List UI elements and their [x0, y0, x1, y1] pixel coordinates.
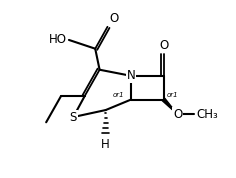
Text: CH₃: CH₃	[196, 108, 218, 121]
Text: H: H	[101, 138, 110, 151]
Text: N: N	[127, 69, 135, 82]
Text: or1: or1	[167, 92, 178, 98]
Text: or1: or1	[112, 92, 124, 98]
Text: O: O	[109, 12, 118, 25]
Text: O: O	[159, 39, 168, 52]
Text: S: S	[70, 111, 77, 124]
Text: HO: HO	[49, 33, 67, 46]
Text: O: O	[173, 108, 182, 121]
Polygon shape	[162, 98, 177, 114]
